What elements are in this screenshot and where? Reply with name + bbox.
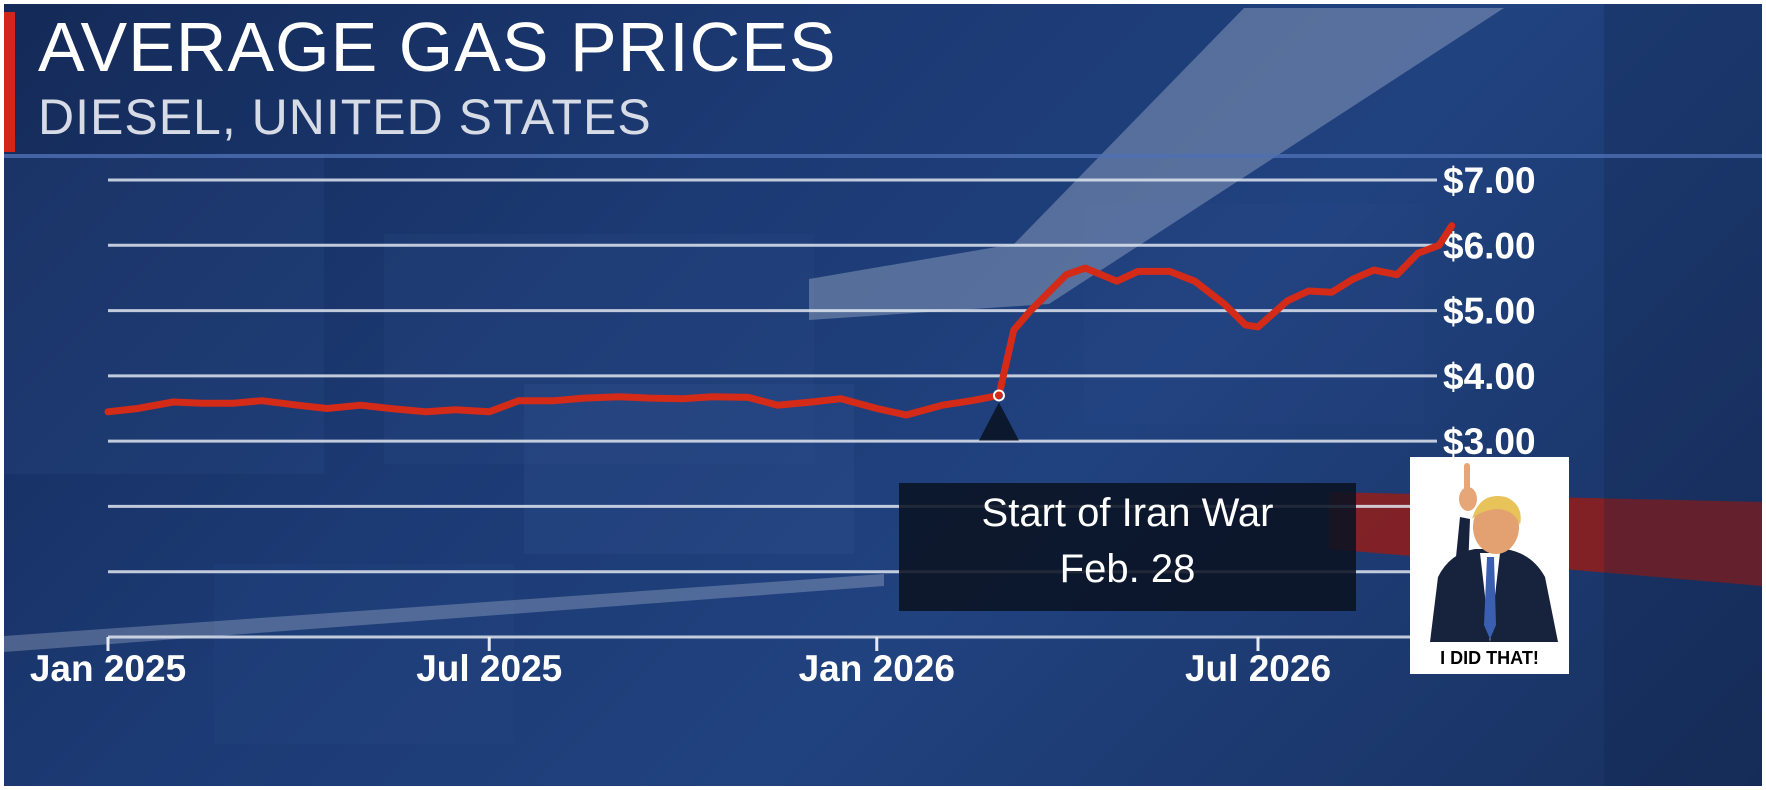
chart-subtitle: DIESEL, UNITED STATES — [38, 89, 652, 145]
annotation-pointer — [978, 402, 1019, 441]
annotation-box — [899, 483, 1356, 611]
y-tick-label: $7.00 — [1443, 160, 1536, 201]
x-tick-label: Jul 2025 — [416, 648, 562, 689]
x-tick-label: Jul 2026 — [1185, 648, 1331, 689]
y-tick-label: $5.00 — [1443, 291, 1536, 332]
x-tick-label: Jan 2026 — [799, 648, 955, 689]
y-tick-label: $4.00 — [1443, 356, 1536, 397]
map-background — [4, 4, 1762, 786]
x-tick-label: Jan 2025 — [30, 648, 186, 689]
x-axis-labels: Jan 2025 Jul 2025 Jan 2026 Jul 2026 — [30, 637, 1331, 689]
y-tick-label: $6.00 — [1443, 225, 1536, 266]
y-tick-label: $3.00 — [1443, 421, 1536, 462]
annotation-event: Start of Iran War — [981, 491, 1274, 535]
event-marker — [992, 389, 1005, 402]
annotation-date: Feb. 28 — [1059, 547, 1196, 591]
diesel-price-line — [104, 222, 1456, 419]
chart-frame: AVERAGE GAS PRICES DIESEL, UNITED STATES… — [4, 4, 1762, 786]
meme-sticker: I DID THAT! — [1410, 457, 1569, 674]
annotation-label: Start of Iran War Feb. 28 — [899, 485, 1356, 597]
price-series — [104, 222, 1456, 441]
pointing-man-illustration — [1410, 457, 1569, 647]
sticker-caption: I DID THAT! — [1440, 648, 1539, 668]
header-divider — [4, 154, 1762, 158]
chart-title: AVERAGE GAS PRICES — [38, 8, 837, 86]
title-accent-bar — [4, 12, 15, 152]
